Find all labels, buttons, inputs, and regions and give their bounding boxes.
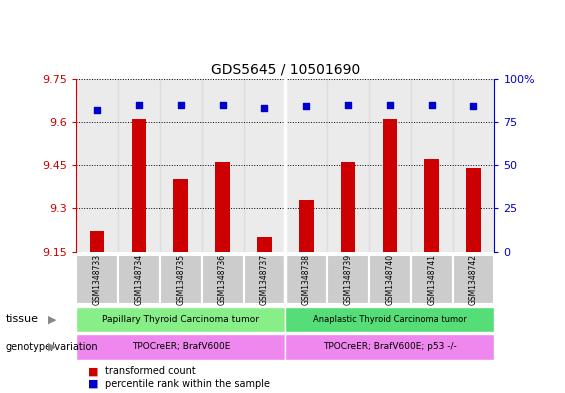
Bar xyxy=(132,119,146,252)
Bar xyxy=(327,255,369,303)
Point xyxy=(427,101,436,108)
Bar xyxy=(215,162,230,252)
Text: GSM1348741: GSM1348741 xyxy=(427,253,436,305)
Bar xyxy=(466,168,481,252)
Point xyxy=(469,103,478,109)
Bar xyxy=(285,334,494,360)
Text: GSM1348740: GSM1348740 xyxy=(385,253,394,305)
Text: transformed count: transformed count xyxy=(105,366,195,376)
Point xyxy=(93,107,102,113)
Bar xyxy=(341,162,355,252)
Bar xyxy=(118,255,160,303)
Bar xyxy=(369,79,411,252)
Bar xyxy=(453,255,494,303)
Title: GDS5645 / 10501690: GDS5645 / 10501690 xyxy=(211,62,360,76)
Bar xyxy=(285,307,494,332)
Point xyxy=(344,101,353,108)
Bar xyxy=(383,119,397,252)
Point xyxy=(385,101,394,108)
Bar xyxy=(202,255,244,303)
Text: GSM1348742: GSM1348742 xyxy=(469,253,478,305)
Text: ▶: ▶ xyxy=(48,342,57,352)
Text: ■: ■ xyxy=(88,366,98,376)
Text: Papillary Thyroid Carcinoma tumor: Papillary Thyroid Carcinoma tumor xyxy=(102,315,259,324)
Text: GSM1348734: GSM1348734 xyxy=(134,253,144,305)
Text: GSM1348735: GSM1348735 xyxy=(176,253,185,305)
Text: genotype/variation: genotype/variation xyxy=(6,342,98,352)
Point xyxy=(260,105,269,111)
Bar xyxy=(160,255,202,303)
Point xyxy=(218,101,227,108)
Point xyxy=(176,101,185,108)
Bar xyxy=(285,79,327,252)
Text: GSM1348733: GSM1348733 xyxy=(93,253,102,305)
Bar xyxy=(76,334,285,360)
Bar xyxy=(202,79,244,252)
Bar xyxy=(160,79,202,252)
Bar xyxy=(369,255,411,303)
Text: GSM1348736: GSM1348736 xyxy=(218,253,227,305)
Bar xyxy=(173,180,188,252)
Text: GSM1348737: GSM1348737 xyxy=(260,253,269,305)
Text: TPOCreER; BrafV600E: TPOCreER; BrafV600E xyxy=(132,342,230,351)
Text: TPOCreER; BrafV600E; p53 -/-: TPOCreER; BrafV600E; p53 -/- xyxy=(323,342,457,351)
Bar xyxy=(299,200,314,252)
Bar xyxy=(411,255,453,303)
Bar xyxy=(453,79,494,252)
Bar xyxy=(76,79,118,252)
Text: ■: ■ xyxy=(88,378,98,389)
Text: Anaplastic Thyroid Carcinoma tumor: Anaplastic Thyroid Carcinoma tumor xyxy=(313,315,467,324)
Bar xyxy=(285,255,327,303)
Bar xyxy=(118,79,160,252)
Point xyxy=(134,101,144,108)
Bar xyxy=(327,79,369,252)
Bar xyxy=(411,79,453,252)
Bar xyxy=(244,79,285,252)
Bar xyxy=(244,255,285,303)
Bar xyxy=(424,159,439,252)
Text: ▶: ▶ xyxy=(48,314,57,324)
Bar xyxy=(76,307,285,332)
Bar xyxy=(90,231,105,252)
Point xyxy=(302,103,311,109)
Text: GSM1348738: GSM1348738 xyxy=(302,253,311,305)
Bar xyxy=(76,255,118,303)
Bar xyxy=(257,237,272,252)
Text: percentile rank within the sample: percentile rank within the sample xyxy=(105,378,270,389)
Text: tissue: tissue xyxy=(6,314,38,324)
Text: GSM1348739: GSM1348739 xyxy=(344,253,353,305)
